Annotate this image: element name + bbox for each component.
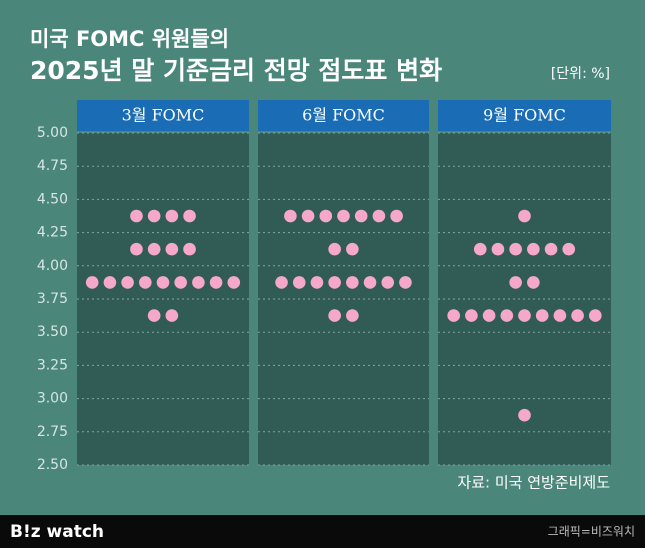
dot [482, 309, 496, 322]
dot [473, 242, 487, 256]
dot [390, 209, 403, 223]
panel-header [438, 100, 611, 131]
dot [328, 276, 341, 289]
dot [500, 309, 514, 322]
dot [165, 242, 179, 256]
dot [183, 209, 196, 223]
y-tick-label: 3.50 [37, 324, 68, 340]
dot [275, 276, 288, 289]
dot [562, 242, 576, 256]
y-tick-label: 3.00 [37, 391, 68, 407]
y-tick-label: 3.75 [37, 291, 68, 307]
dot [301, 209, 315, 223]
y-tick-label: 4.00 [37, 258, 68, 274]
dot [183, 242, 196, 256]
dot [139, 276, 152, 289]
dot [509, 276, 522, 289]
dot [147, 309, 161, 322]
chart-title: 미국 FOMC 위원들의 [30, 27, 229, 51]
dot [363, 276, 377, 289]
dot [147, 242, 161, 256]
y-tick-label: 2.50 [37, 457, 68, 473]
dot [447, 309, 461, 322]
y-tick-label: 5.00 [37, 125, 68, 141]
brand: B!z watch [10, 522, 104, 542]
dot [156, 276, 170, 289]
dot [509, 242, 522, 256]
credit: 그래픽=비즈워치 [548, 525, 635, 539]
footer-bar [0, 515, 645, 548]
unit-label: [단위: %] [551, 66, 610, 82]
dot [121, 276, 134, 289]
y-tick-label: 4.75 [37, 158, 68, 174]
y-tick-label: 4.25 [37, 225, 68, 241]
dot [381, 276, 395, 289]
dot [527, 242, 540, 256]
dot [346, 242, 359, 256]
dot [328, 309, 341, 322]
y-tick-label: 4.50 [37, 191, 68, 207]
panel-title: 9월 FOMC [483, 106, 566, 125]
dot [518, 408, 531, 422]
dot [310, 276, 324, 289]
dot [544, 242, 558, 256]
panel-title: 6월 FOMC [302, 106, 385, 125]
dot [518, 309, 531, 322]
dot [553, 309, 567, 322]
dot [130, 209, 143, 223]
dot [527, 276, 540, 289]
y-tick-label: 3.25 [37, 357, 68, 373]
dot [85, 276, 99, 289]
panel-title: 3월 FOMC [122, 106, 205, 125]
dot [328, 242, 341, 256]
dot [103, 276, 117, 289]
dot [165, 209, 179, 223]
dot [465, 309, 478, 322]
dot [354, 209, 368, 223]
dot [518, 209, 531, 223]
dot [130, 242, 143, 256]
dot [589, 309, 602, 322]
dot [174, 276, 187, 289]
dot [399, 276, 412, 289]
y-tick-label: 2.75 [37, 424, 68, 440]
dot [209, 276, 223, 289]
source: 자료: 미국 연방준비제도 [457, 474, 610, 492]
panel-header [258, 100, 429, 131]
dot [346, 309, 359, 322]
dot [284, 209, 297, 223]
dot [227, 276, 241, 289]
dot [346, 276, 359, 289]
dot [337, 209, 350, 223]
dot [319, 209, 333, 223]
chart-subtitle: 2025년 말 기준금리 전망 점도표 변화 [30, 56, 442, 85]
dot [192, 276, 205, 289]
dot [535, 309, 549, 322]
dot [147, 209, 161, 223]
panel-header [77, 100, 249, 131]
dot [491, 242, 505, 256]
dot [292, 276, 306, 289]
dot [571, 309, 584, 322]
dot [372, 209, 386, 223]
dot [165, 309, 179, 322]
